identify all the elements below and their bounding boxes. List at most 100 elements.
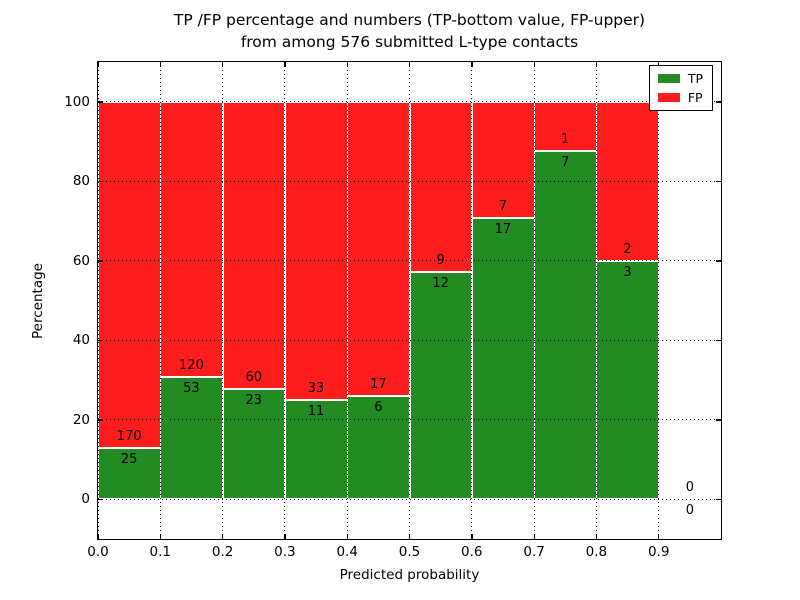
legend: TP FP xyxy=(648,65,713,111)
chart-title-line2: from among 576 submitted L-type contacts xyxy=(240,33,579,51)
x-tick-mark-bottom xyxy=(222,534,224,539)
legend-item-tp: TP xyxy=(657,71,703,86)
gridline-vertical xyxy=(159,62,161,539)
bar-count-label-fp: 7 xyxy=(498,198,508,214)
y-tick-mark-right xyxy=(716,180,721,183)
y-tick-label: 0 xyxy=(81,491,90,508)
bar-segment-tp xyxy=(98,448,161,500)
bar-count-label-tp: 12 xyxy=(432,276,449,292)
bar-segment-fp xyxy=(471,101,535,218)
gridline-vertical xyxy=(595,62,597,539)
gridline-vertical xyxy=(409,62,410,539)
y-tick-mark-left xyxy=(98,180,103,183)
y-tick-label: 20 xyxy=(72,411,90,428)
x-tick-mark-top xyxy=(97,62,99,67)
legend-label-fp: FP xyxy=(687,90,703,105)
bar-count-label-tp: 3 xyxy=(623,264,632,280)
bar-count-label-tp: 25 xyxy=(120,452,138,468)
chart-title: TP /FP percentage and numbers (TP-bottom… xyxy=(98,9,721,53)
x-tick-label: 0.1 xyxy=(149,544,172,560)
bar-count-label-fp: 17 xyxy=(370,376,387,392)
legend-swatch-tp xyxy=(657,74,680,83)
x-tick-label: 0.3 xyxy=(274,544,296,560)
bar-count-label-fp: 0 xyxy=(685,480,694,496)
gridline-vertical xyxy=(658,62,660,539)
gridline-vertical xyxy=(284,62,286,539)
x-tick-mark-top xyxy=(222,62,224,67)
x-tick-mark-top xyxy=(159,62,162,67)
legend-label-tp: TP xyxy=(687,71,703,86)
plot-area: 170 25 120 53 60 23 33 11 17 6 9 12 7 17 1 7 2 3 0 0 TP FP xyxy=(97,61,722,540)
x-tick-mark-top xyxy=(471,62,473,67)
y-tick-mark-left xyxy=(98,260,103,262)
gridline-vertical xyxy=(471,62,473,539)
bar-count-label-fp: 120 xyxy=(179,358,204,374)
bar-count-label-fp: 9 xyxy=(436,253,445,269)
x-tick-mark-bottom xyxy=(97,534,99,539)
bar-count-label-tp: 7 xyxy=(561,155,570,171)
y-tick-mark-left xyxy=(98,339,103,342)
x-tick-mark-top xyxy=(533,62,535,67)
x-tick-label: 0.8 xyxy=(585,544,608,560)
bar-count-label-fp: 170 xyxy=(116,429,142,445)
legend-swatch-fp xyxy=(657,93,680,102)
y-tick-label: 60 xyxy=(72,252,90,269)
x-tick-mark-top xyxy=(346,62,348,67)
gridline-vertical xyxy=(97,62,99,539)
x-tick-mark-bottom xyxy=(346,534,348,539)
bar-segment-tp xyxy=(596,260,660,500)
bar-count-label-tp: 6 xyxy=(374,399,383,415)
y-tick-mark-right xyxy=(716,498,721,501)
bar-count-label-fp: 2 xyxy=(623,241,632,257)
bar-count-label-tp: 17 xyxy=(494,221,512,237)
x-tick-mark-bottom xyxy=(159,534,162,539)
y-tick-label: 80 xyxy=(72,173,90,190)
x-tick-label: 0.4 xyxy=(336,544,358,560)
x-tick-mark-top xyxy=(409,62,411,67)
x-tick-label: 0.2 xyxy=(211,544,234,560)
bar-count-label-tp: 23 xyxy=(245,393,263,409)
bar-segment-fp xyxy=(222,101,286,390)
bar-count-label-fp: 60 xyxy=(245,370,263,386)
y-tick-label: 100 xyxy=(64,93,90,110)
x-tick-label: 0.0 xyxy=(87,544,109,560)
y-tick-mark-left xyxy=(98,498,103,501)
gridline-vertical xyxy=(346,62,348,539)
x-tick-mark-bottom xyxy=(409,534,411,539)
x-tick-mark-bottom xyxy=(471,534,473,539)
y-tick-mark-right xyxy=(716,101,721,103)
x-tick-mark-bottom xyxy=(533,534,535,539)
y-tick-mark-right xyxy=(716,260,721,262)
x-tick-mark-top xyxy=(658,62,660,67)
y-tick-label: 40 xyxy=(72,332,90,349)
x-tick-mark-bottom xyxy=(284,534,286,539)
x-tick-label: 0.9 xyxy=(647,544,670,560)
chart-title-line1: TP /FP percentage and numbers (TP-bottom… xyxy=(173,11,646,29)
y-tick-mark-left xyxy=(98,419,103,421)
x-tick-mark-top xyxy=(284,62,286,67)
y-tick-mark-right xyxy=(716,339,721,342)
gridline-vertical xyxy=(533,62,535,539)
x-tick-label: 0.5 xyxy=(398,544,421,560)
gridline-vertical xyxy=(222,62,224,539)
bar-count-label-tp: 53 xyxy=(183,381,200,397)
bar-count-label-fp: 33 xyxy=(307,380,325,396)
bar-segment-fp xyxy=(409,101,473,273)
bar-segment-fp xyxy=(347,101,410,396)
legend-item-fp: FP xyxy=(657,90,703,105)
bar-segment-fp xyxy=(284,101,348,400)
x-tick-label: 0.6 xyxy=(461,544,483,560)
bar-count-label-fp: 1 xyxy=(561,132,570,148)
bar-count-label-tp: 11 xyxy=(307,403,325,419)
x-tick-mark-bottom xyxy=(658,534,660,539)
y-tick-mark-right xyxy=(716,419,721,421)
bar-segment-tp xyxy=(409,272,473,500)
y-axis-label: Percentage xyxy=(30,262,47,339)
x-tick-label: 0.7 xyxy=(523,544,545,560)
x-tick-mark-top xyxy=(595,62,598,67)
bar-count-label-tp: 0 xyxy=(685,503,694,519)
y-axis-label-wrap: Percentage xyxy=(26,62,50,539)
bar-segment-fp xyxy=(98,101,161,449)
bar-segment-tp xyxy=(534,151,597,500)
